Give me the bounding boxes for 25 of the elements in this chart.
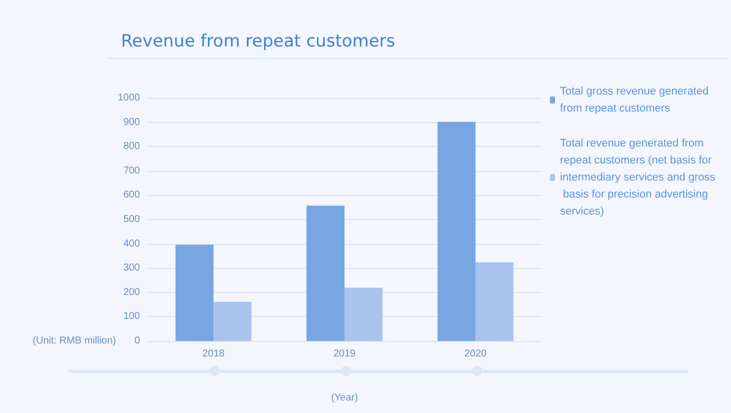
y-tick-label: 400 [123,238,140,250]
y-tick-label: 700 [123,165,140,176]
y-tick-label: 500 [123,214,140,225]
y-axis-title: (Unit: RMB million) [32,336,116,346]
x-tick-label: 2019 [333,348,356,360]
legend-label: Total gross revenue generated from repeat customers [560,86,712,114]
x-axis-title: (Year) [331,392,358,404]
y-tick-label: 600 [123,190,140,201]
legend-label: Total revenue generated from repeat customers (net basis for intermediary services and gross basis for precision advertising services) [560,138,716,218]
y-tick-label: 300 [123,262,140,274]
bar [344,288,382,341]
y-tick-label: 0 [134,336,140,346]
bar [476,262,514,341]
bar [176,244,214,341]
x-tick-label: 2020 [464,348,488,360]
y-tick-label: 100 [123,311,140,322]
y-tick-label: 1000 [118,92,140,104]
y-tick-label: 200 [123,286,140,298]
y-tick-label: 800 [123,141,140,152]
bar [438,122,476,341]
chart-title: Revenue from repeat customers [121,32,396,52]
bar [306,206,344,341]
bar [214,302,252,341]
x-tick-label: 2018 [202,348,226,360]
y-tick-label: 900 [123,116,140,128]
